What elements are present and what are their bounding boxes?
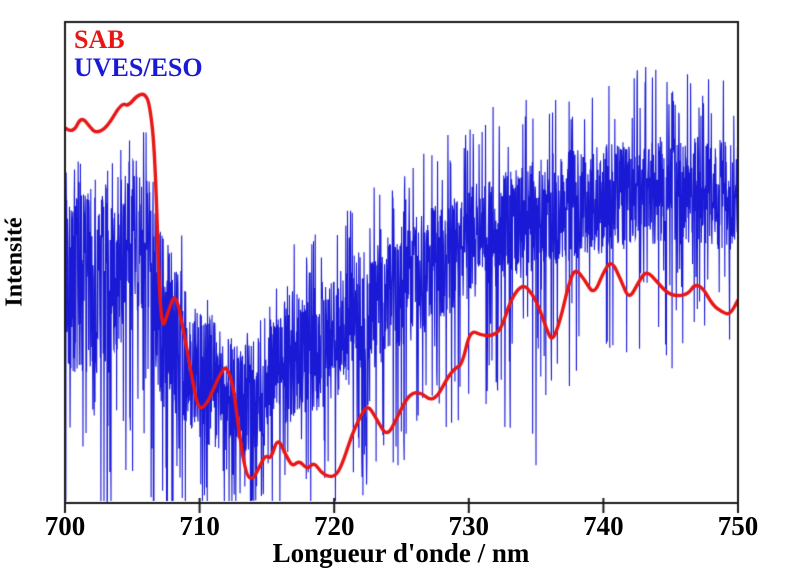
x-tick-label: 710 (179, 511, 220, 541)
x-tick-label: 730 (448, 511, 490, 541)
x-tick-label: 720 (313, 511, 355, 541)
x-tick-label: 700 (44, 511, 86, 541)
legend: SAB UVES/ESO (74, 26, 203, 82)
x-tick-label: 750 (717, 511, 759, 541)
y-axis-title: Intensité (1, 217, 28, 307)
legend-item-sab: SAB (74, 25, 125, 54)
x-tick-label: 740 (583, 511, 624, 541)
legend-item-uves: UVES/ESO (74, 53, 203, 82)
x-axis-title: Longueur d'onde / nm (272, 538, 530, 568)
